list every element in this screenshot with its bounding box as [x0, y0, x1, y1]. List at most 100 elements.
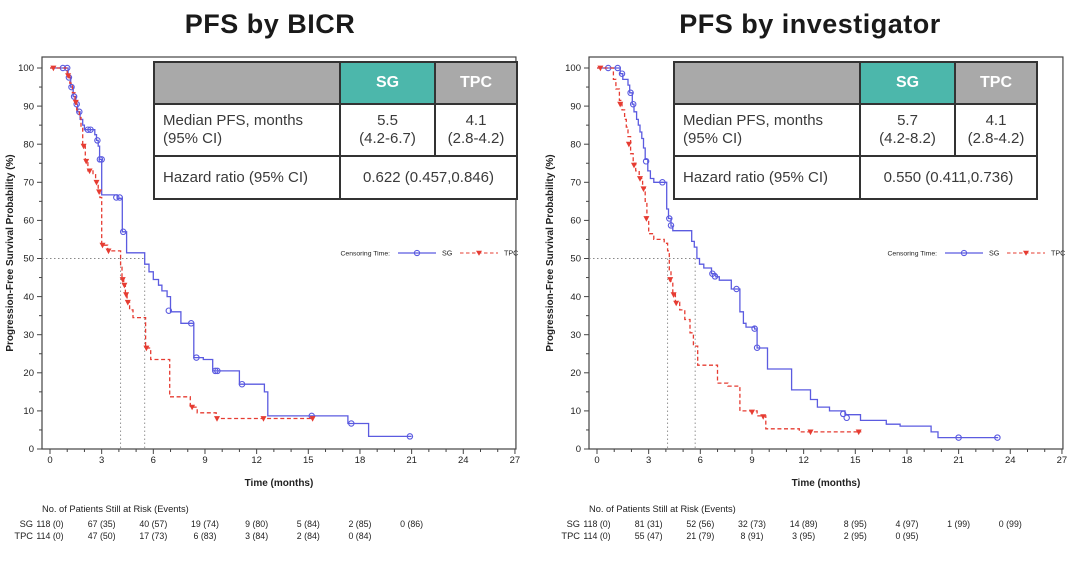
stats-header-tpc: TPC	[434, 63, 516, 103]
median-pfs-tpc-value: 4.1 (2.8-4.2)	[434, 105, 516, 155]
x-axis-title: Time (months)	[792, 478, 861, 489]
censor-mark-sg	[238, 380, 246, 388]
y-tick-label: 70	[570, 178, 581, 189]
censor-mark-sg	[733, 285, 740, 293]
stats-hazard-row: Hazard ratio (95% CI) 0.550 (0.411,0.736…	[675, 155, 1036, 198]
risk-row-label: TPC	[561, 531, 580, 541]
median-pfs-label-line2: (95% CI)	[163, 130, 223, 147]
y-tick-label: 10	[23, 406, 34, 417]
censor-mark-sg	[68, 83, 75, 91]
legend-label: Censoring Time:	[341, 251, 391, 258]
y-tick-label: 70	[23, 178, 34, 189]
risk-value: 67 (35)	[88, 519, 116, 529]
risk-value: 21 (79)	[686, 531, 714, 541]
x-tick-label: 15	[303, 455, 314, 466]
censor-mark-sg	[666, 215, 673, 222]
censor-mark-tpc	[309, 416, 316, 422]
stats-table-investigator: SG TPC Median PFS, months (95% CI) 5.7 (…	[673, 61, 1038, 200]
censor-mark-tpc	[72, 99, 79, 106]
y-tick-label: 30	[23, 330, 34, 341]
risk-value: 114 (0)	[583, 531, 610, 541]
median-pfs-label-line1: Median PFS, months	[163, 112, 304, 129]
censor-mark-tpc	[121, 282, 128, 289]
censor-mark-sg	[629, 100, 637, 108]
stats-header-row: SG TPC	[675, 63, 1036, 103]
censor-mark-sg	[627, 89, 634, 97]
y-tick-label: 50	[570, 254, 581, 265]
y-tick-label: 90	[23, 101, 34, 112]
y-tick-label: 20	[23, 368, 34, 379]
censor-mark-sg	[839, 410, 847, 418]
y-tick-label: 60	[23, 216, 34, 227]
hazard-ratio-label: Hazard ratio (95% CI)	[163, 168, 309, 186]
censor-mark-sg	[659, 179, 666, 186]
censor-mark-sg	[84, 126, 92, 133]
y-tick-label: 90	[570, 101, 581, 112]
censor-mark-tpc	[93, 179, 100, 186]
median-pfs-label-line1: Median PFS, months	[683, 112, 824, 129]
legend-sg-label: SG	[442, 249, 453, 258]
censor-mark-sg	[116, 194, 123, 201]
x-tick-label: 27	[510, 455, 521, 466]
censor-mark-sg	[751, 325, 758, 332]
risk-value: 40 (57)	[139, 519, 167, 529]
censor-mark-sg	[348, 420, 355, 427]
censor-mark-tpc	[597, 65, 604, 72]
km-curve-tpc	[50, 67, 314, 420]
x-tick-label: 9	[749, 455, 754, 466]
legend-tpc-label: TPC	[504, 249, 518, 258]
y-tick-label: 10	[570, 406, 581, 417]
censor-mark-tpc	[123, 292, 130, 298]
censor-mark-tpc	[673, 300, 680, 307]
y-tick-label: 80	[23, 139, 34, 150]
hazard-ratio-value: 0.550 (0.411,0.736)	[859, 157, 1036, 198]
stats-header-sg: SG	[859, 63, 954, 103]
censor-mark-tpc	[670, 292, 677, 298]
y-tick-label: 50	[23, 254, 34, 265]
risk-value: 4 (97)	[895, 519, 918, 529]
censor-mark-tpc	[667, 277, 674, 283]
risk-value: 3 (84)	[245, 531, 268, 541]
risk-value: 8 (91)	[740, 531, 763, 541]
censor-mark-tpc	[50, 65, 57, 72]
risk-value: 0 (95)	[895, 531, 918, 541]
censor-mark-tpc	[637, 176, 643, 182]
x-tick-label: 9	[202, 455, 207, 466]
censor-mark-sg	[98, 156, 105, 163]
hazard-ratio-label: Hazard ratio (95% CI)	[683, 168, 829, 186]
censor-mark-sg	[187, 320, 195, 327]
censor-mark-tpc	[260, 416, 267, 422]
y-tick-label: 100	[565, 63, 581, 74]
x-tick-label: 6	[698, 455, 703, 466]
km-curve-tpc	[597, 67, 862, 433]
censor-mark-tpc	[86, 168, 93, 175]
censor-mark-sg	[406, 433, 414, 440]
risk-value: 14 (89)	[790, 519, 818, 529]
x-tick-label: 24	[1005, 455, 1016, 466]
x-tick-label: 12	[798, 455, 809, 466]
x-tick-label: 21	[406, 455, 417, 466]
risk-value: 17 (73)	[139, 531, 167, 541]
risk-value: 0 (84)	[348, 531, 371, 541]
legend-sg-marker	[413, 249, 421, 257]
censor-mark-tpc	[617, 101, 624, 108]
censor-mark-tpc	[83, 158, 90, 165]
stats-header-tpc: TPC	[954, 63, 1036, 103]
legend-tpc-marker	[1023, 250, 1029, 256]
median-pfs-sg-value: 5.7 (4.2-8.2)	[859, 105, 954, 155]
x-tick-label: 27	[1057, 455, 1068, 466]
y-tick-label: 0	[29, 444, 34, 455]
y-axis-title: Progression-Free Survival Probability (%…	[545, 154, 556, 351]
median-pfs-label-line2: (95% CI)	[683, 130, 743, 147]
y-axis-title: Progression-Free Survival Probability (%…	[5, 154, 16, 351]
censor-mark-tpc	[189, 404, 196, 411]
y-tick-label: 60	[570, 216, 581, 227]
censor-mark-tpc	[105, 248, 112, 255]
risk-value: 3 (95)	[792, 531, 815, 541]
x-tick-label: 0	[47, 455, 52, 466]
y-tick-label: 40	[23, 292, 34, 303]
median-pfs-label: Median PFS, months (95% CI)	[675, 105, 859, 155]
x-tick-label: 3	[99, 455, 104, 466]
risk-value: 118 (0)	[36, 519, 63, 529]
censor-mark-sg	[618, 70, 626, 77]
